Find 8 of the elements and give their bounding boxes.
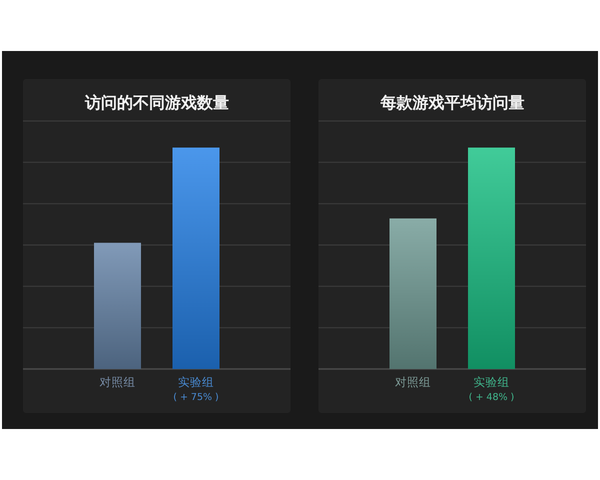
chart-title: 访问的不同游戏数量 (84, 93, 229, 112)
x-tick-label: 实验组 (178, 375, 214, 389)
text: ( + 75% ) (173, 392, 219, 403)
x-tick-label: 对照组 (100, 375, 136, 389)
x-tick-label: 对照组 (395, 375, 431, 389)
chart-title: 每款游戏平均访问量 (379, 93, 524, 112)
text: ( + 48% ) (468, 392, 514, 403)
x-tick-label: 实验组 (474, 375, 510, 389)
